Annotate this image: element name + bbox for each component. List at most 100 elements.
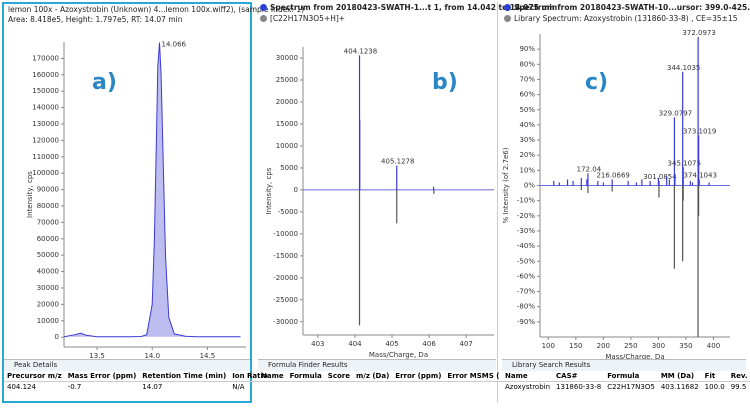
y-tick-label: 70%	[519, 75, 535, 83]
y-tick-label: 10%	[519, 166, 535, 174]
y-tick-label: 110000	[32, 153, 59, 161]
y-tick-label: -60%	[517, 272, 535, 280]
cell: 100.0	[704, 383, 725, 391]
column-header: MM (Da)	[657, 371, 702, 382]
header-text: Library Spectrum: Azoxystrobin (131860-3…	[514, 14, 738, 23]
y-tick-label: 40000	[37, 268, 59, 276]
x-tick-label: 250	[624, 342, 637, 350]
y-tick-label: 80%	[519, 60, 535, 68]
y-tick-label: -40%	[517, 242, 535, 250]
panel-label: b)	[432, 70, 458, 95]
peak-label: 344.1035	[667, 64, 700, 72]
y-tick-label: -70%	[517, 288, 535, 296]
y-tick-label: 30000	[276, 54, 298, 62]
table-title: Peak Details	[4, 360, 250, 371]
header-text: [C22H17N3O5+H]+	[270, 14, 346, 23]
y-tick-label: 170000	[32, 54, 59, 62]
y-tick-label: 10000	[276, 142, 298, 150]
peak-label: 405.1278	[381, 158, 414, 166]
peak-label: 301.0854	[643, 173, 677, 181]
header-line: Library Spectrum: Azoxystrobin (131860-3…	[504, 14, 738, 23]
y-tick-label: 40%	[519, 121, 535, 129]
x-tick-label: 403	[311, 340, 324, 348]
results-table: Peak Details Precursor m/z Mass Error (ppm…	[4, 359, 271, 404]
x-tick-label: 200	[597, 342, 610, 350]
y-tick-label: -20%	[517, 212, 535, 220]
peak-label: 172.04	[577, 165, 602, 173]
table: Precursor m/z Mass Error (ppm) Retention T…	[4, 371, 271, 392]
peak-label: 372.0973	[682, 29, 715, 37]
column-header: Mass Error (ppm)	[64, 371, 140, 382]
column-header: Formula	[604, 371, 658, 382]
header-row: Name Formula Score m/z (Da) Error (ppm) Error…	[258, 371, 503, 382]
x-tick-label: 400	[707, 342, 720, 350]
y-tick-label: -5000	[278, 208, 298, 216]
y-tick-label: 50000	[37, 251, 59, 259]
cell: -0.7	[67, 383, 82, 391]
table: Name Formula Score m/z (Da) Error (ppm) Error…	[258, 371, 503, 382]
peak-label: 404.1238	[344, 47, 377, 55]
cell: 131860-33-8	[556, 383, 602, 391]
column-header: CAS#	[553, 371, 605, 382]
y-tick-label: 15000	[276, 120, 298, 128]
table-row: 404.124 -0.7 14.07 N/A	[4, 382, 271, 393]
spectrum-panel: Spectrum from 20180423-SWATH-1...t 1, fr…	[256, 2, 557, 403]
icon	[504, 15, 511, 22]
panel-label: a)	[92, 70, 117, 95]
peak-label: 329.0797	[659, 109, 692, 117]
results-table: Library Search Results Name CAS# Formula MM …	[502, 359, 750, 404]
header-line: [C22H17N3O5+H]+	[260, 14, 345, 23]
column-header: Error MSMS (	[444, 371, 503, 382]
y-axis-label: % Intensity (of 2.7e6)	[502, 147, 510, 223]
y-tick-label: 60000	[37, 235, 59, 243]
y-axis-label: Intensity, cps	[265, 167, 273, 214]
header-line: lemon 100x - Azoxystrobin (Unknown) 4...…	[8, 5, 305, 14]
y-tick-label: 90000	[37, 186, 59, 194]
x-axis-label: Mass/Charge, Da	[369, 351, 428, 359]
cell: 99.5	[730, 383, 747, 391]
x-tick-label: 300	[652, 342, 665, 350]
y-tick-label: -25000	[273, 296, 298, 304]
peak-label: 14.066	[162, 40, 187, 48]
y-tick-label: 0	[294, 186, 298, 194]
x-tick-label: 150	[569, 342, 582, 350]
x-tick-label: 350	[679, 342, 692, 350]
x-tick-label: 405	[385, 340, 398, 348]
icon	[260, 4, 267, 11]
y-tick-label: 90%	[519, 45, 535, 53]
peak-label: 373.1019	[683, 128, 716, 136]
y-tick-label: 120000	[32, 136, 59, 144]
y-tick-label: -30000	[273, 318, 298, 326]
column-header: Rev. Fit	[727, 371, 750, 382]
y-tick-label: -20000	[273, 274, 298, 282]
y-tick-label: -80%	[517, 303, 535, 311]
library-panel: Spectrum from 20180423-SWATH-10...ursor:…	[500, 2, 750, 403]
header-row: Precursor m/z Mass Error (ppm) Retention T…	[4, 371, 271, 382]
y-tick-label: 160000	[32, 71, 59, 79]
y-tick-label: -30%	[517, 227, 535, 235]
x-tick-label: 13.5	[89, 352, 105, 360]
header-line: Spectrum from 20180423-SWATH-10...ursor:…	[504, 3, 750, 12]
icon	[260, 15, 267, 22]
cell: 14.07	[142, 383, 163, 391]
column-header: Name	[258, 371, 287, 382]
y-tick-label: 60%	[519, 91, 535, 99]
y-tick-label: 20000	[276, 98, 298, 106]
y-tick-label: 100000	[32, 169, 59, 177]
table-title: Formula Finder Results	[258, 360, 496, 371]
column-header: m/z (Da)	[353, 371, 393, 382]
y-tick-label: 0	[55, 333, 59, 341]
column-header: Retention Time (min)	[139, 371, 230, 382]
y-tick-label: 150000	[32, 87, 59, 95]
icon	[504, 4, 511, 11]
column-header: Fit	[701, 371, 728, 382]
chromatogram-trace	[63, 42, 241, 338]
header-text: Spectrum from 20180423-SWATH-10...ursor:…	[514, 3, 750, 12]
peak-label: 374.1043	[684, 171, 717, 179]
x-tick-label: 100	[542, 342, 555, 350]
y-tick-label: 30%	[519, 136, 535, 144]
panel-label: c)	[585, 70, 609, 95]
